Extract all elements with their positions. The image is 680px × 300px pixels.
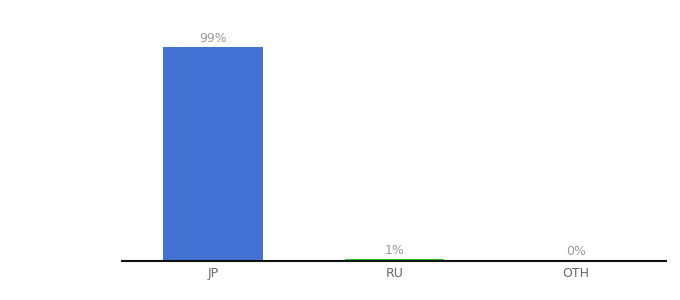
Bar bbox=[345, 259, 444, 261]
Text: 0%: 0% bbox=[566, 245, 585, 258]
Text: 1%: 1% bbox=[384, 244, 405, 257]
Text: 99%: 99% bbox=[199, 32, 227, 45]
Bar bbox=[163, 47, 263, 261]
